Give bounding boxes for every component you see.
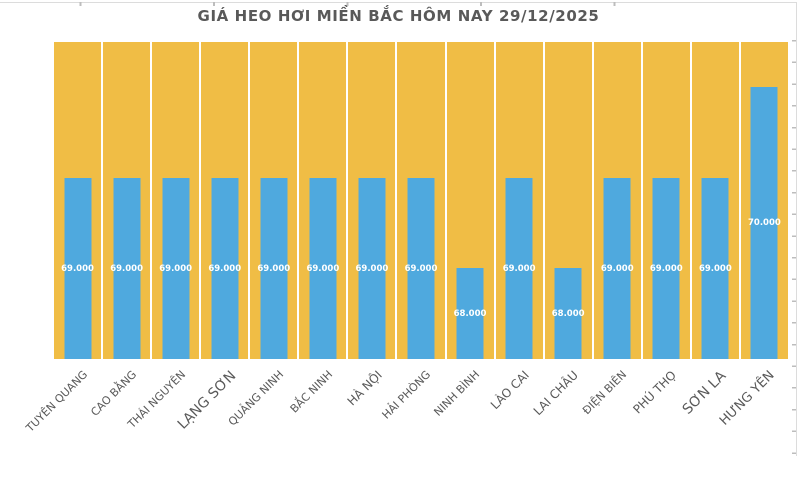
bar: 69.000 bbox=[405, 178, 437, 359]
category-cell: 69.000 bbox=[643, 42, 692, 359]
category-cell: 69.000 bbox=[250, 42, 300, 359]
bar-value-label: 69.000 bbox=[649, 263, 683, 274]
chart-title: GIÁ HEO HƠI MIỀN BẮC HÔM NAY 29/12/2025 bbox=[197, 7, 600, 25]
worksheet-right-gridline bbox=[796, 2, 797, 456]
bar: 69.000 bbox=[502, 178, 536, 359]
category-cell: 69.000 bbox=[152, 42, 202, 359]
category-cell: 68.000 bbox=[545, 42, 594, 359]
bar: 69.000 bbox=[649, 178, 683, 359]
bar: 69.000 bbox=[208, 178, 242, 359]
bar: 68.000 bbox=[453, 268, 487, 359]
bar: 70.000 bbox=[748, 87, 781, 359]
x-axis-labels: TUYÊN QUANG CAO BẰNG THÁI NGUYÊN LẠNG SƠN QU… bbox=[24, 362, 788, 458]
bar-value-label: 68.000 bbox=[551, 308, 585, 319]
worksheet-row-ticks bbox=[792, 40, 796, 456]
category-cell: 69.000 bbox=[496, 42, 545, 359]
bar-value-label: 69.000 bbox=[355, 263, 389, 274]
bar: 68.000 bbox=[551, 268, 585, 359]
chart-canvas: GIÁ HEO HƠI MIỀN BẮC HÔM NAY 29/12/2025 … bbox=[0, 2, 797, 458]
category-cell: 69.000 bbox=[692, 42, 741, 359]
bar-value-label: 69.000 bbox=[208, 263, 242, 274]
bar: 69.000 bbox=[306, 178, 340, 359]
bar-value-label: 69.000 bbox=[61, 263, 94, 274]
category-cell: 69.000 bbox=[103, 42, 153, 359]
bar: 69.000 bbox=[698, 178, 732, 359]
category-cell: 70.000 bbox=[741, 42, 788, 359]
worksheet-column-ticks bbox=[0, 2, 797, 6]
bar-value-label: 70.000 bbox=[748, 218, 781, 228]
bar-value-label: 69.000 bbox=[110, 263, 143, 274]
bar: 69.000 bbox=[159, 178, 193, 359]
bar-value-label: 69.000 bbox=[502, 263, 536, 274]
category-cell: 69.000 bbox=[348, 42, 398, 359]
bar-value-label: 69.000 bbox=[306, 263, 340, 274]
category-cell: 68.000 bbox=[447, 42, 496, 359]
plot-area: 69.000 69.000 69.000 69.000 69.000 69.000 69.0… bbox=[54, 42, 788, 359]
category-cell: 69.000 bbox=[54, 42, 104, 359]
category-cell: 69.000 bbox=[594, 42, 643, 359]
category-cell: 69.000 bbox=[397, 42, 447, 359]
bar-value-label: 69.000 bbox=[404, 263, 438, 274]
bar-value-label: 69.000 bbox=[600, 263, 634, 274]
bar: 69.000 bbox=[61, 178, 94, 359]
bar-value-label: 69.000 bbox=[257, 263, 291, 274]
bar-value-label: 68.000 bbox=[453, 308, 487, 319]
bar: 69.000 bbox=[257, 178, 291, 359]
bar: 69.000 bbox=[600, 178, 634, 359]
bar-value-label: 69.000 bbox=[698, 263, 732, 274]
category-cell: 69.000 bbox=[299, 42, 349, 359]
bar-value-label: 69.000 bbox=[159, 263, 193, 274]
category-cell: 69.000 bbox=[201, 42, 251, 359]
bar: 69.000 bbox=[110, 178, 143, 359]
bar: 69.000 bbox=[356, 178, 388, 359]
